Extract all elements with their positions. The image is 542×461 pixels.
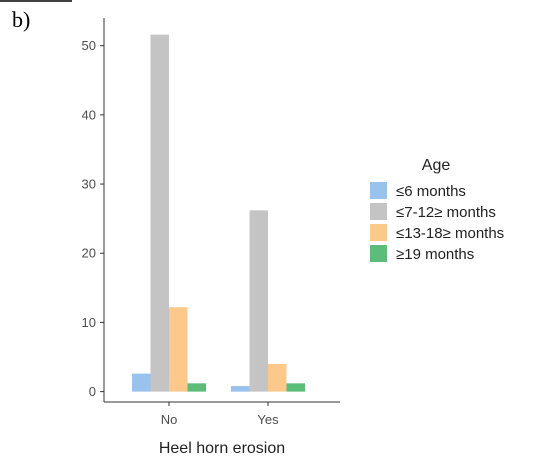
legend-label-4: ≥19 months [396,246,474,263]
y-tick-label: 40 [82,107,96,122]
x-axis: No Yes [104,401,340,427]
legend-swatch-3 [370,224,387,241]
x-tick-label-yes: Yes [257,412,279,427]
bar-no-series-1 [132,373,151,392]
y-tick-label: 30 [82,177,96,192]
legend-swatch-1 [370,182,387,199]
bar-yes-series-1 [231,386,250,392]
legend-title: Age [422,157,451,174]
bar-no-series-2 [150,34,169,392]
legend: Age ≤6 months ≤7-12≥ months ≤13-18≥ months… [370,157,504,263]
y-tick-label: 10 [82,315,96,330]
plot-area [132,34,305,392]
bar-yes-series-3 [268,363,287,392]
y-tick-label: 20 [82,246,96,261]
y-tick-label: 0 [89,384,96,399]
bar-no-series-4 [187,383,206,392]
x-axis-title: Heel horn erosion [159,440,285,457]
bar-yes-series-4 [286,383,305,392]
panel-label: b) [12,7,30,32]
legend-label-1: ≤6 months [396,183,466,200]
legend-swatch-2 [370,203,387,220]
legend-label-2: ≤7-12≥ months [396,204,496,221]
y-tick-label: 50 [82,38,96,53]
legend-label-3: ≤13-18≥ months [396,225,504,242]
bar-yes-series-2 [249,210,268,392]
bar-no-series-3 [169,307,188,392]
legend-swatch-4 [370,245,387,262]
x-tick-label-no: No [161,412,178,427]
legend-items: ≤6 months ≤7-12≥ months ≤13-18≥ months ≥19 … [370,182,504,263]
y-axis: 0 10 20 30 40 50 [82,18,105,402]
